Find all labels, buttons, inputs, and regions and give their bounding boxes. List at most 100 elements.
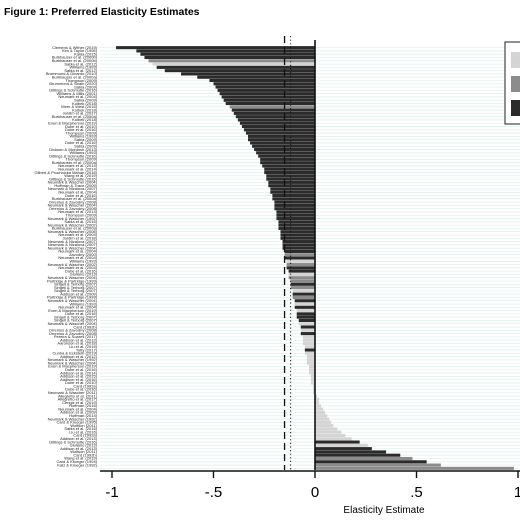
bar <box>315 424 334 428</box>
bar <box>278 223 315 227</box>
study-label: Neumark & Wascher (2008) <box>48 229 98 234</box>
study-label: Neumark et al. (2004) <box>58 249 97 254</box>
study-label: Addison et al. (2012) <box>60 354 98 359</box>
bar <box>272 194 315 198</box>
bar <box>280 230 315 234</box>
bar <box>288 272 315 276</box>
study-label: Card (1992a) <box>73 383 97 388</box>
bar <box>302 335 315 339</box>
legend-swatch <box>511 76 520 92</box>
bar <box>223 98 315 102</box>
bar <box>197 75 315 79</box>
bar <box>229 105 315 109</box>
study-label: Addison et al. (2013) <box>60 436 98 441</box>
bar <box>268 184 315 188</box>
study-label: Gittings & Schmutte (2016) <box>49 88 98 93</box>
study-label: Neumark & Wascher (2004) <box>48 360 98 365</box>
study-label: Neumark et al. (2014) <box>58 163 97 168</box>
study-label: Thompson (2009) <box>65 157 97 162</box>
bar <box>288 276 315 280</box>
bar <box>264 167 315 171</box>
study-label: Thompson (2009) <box>65 78 97 83</box>
study-label: Dube et al. (2016) <box>65 127 98 132</box>
study-label: Neumark et al. (2004) <box>58 232 97 237</box>
study-label: Jardim et al. (2017) <box>63 111 98 116</box>
bar <box>233 111 315 115</box>
bar <box>284 253 315 257</box>
bar <box>270 187 315 191</box>
bar <box>181 72 315 76</box>
bar <box>315 420 332 424</box>
bar <box>296 312 315 316</box>
study-label: Burkhauser et al. (2000a) <box>52 114 98 119</box>
bar <box>315 404 322 408</box>
x-tick-label: 0 <box>311 484 319 501</box>
bar <box>315 447 372 451</box>
bar <box>258 154 315 158</box>
study-label: Williams (1993) <box>69 65 97 70</box>
bar <box>272 197 315 201</box>
study-label: Gilbert & Prochnicka Mahan (2018) <box>35 170 98 175</box>
bar <box>304 351 315 355</box>
study-label: Totty (2017) <box>76 347 98 352</box>
bar <box>312 391 315 395</box>
bar <box>116 46 315 50</box>
bar <box>156 65 315 69</box>
study-label: Kolbek (2018) <box>72 117 98 122</box>
study-label: Burkhauser et al. (2000a) <box>52 160 98 165</box>
bar <box>315 430 342 434</box>
bar <box>315 417 330 421</box>
bar <box>315 443 368 447</box>
bar <box>300 328 315 332</box>
study-label: Addison et al. (2013) <box>60 446 98 451</box>
study-label: Katz & Krueger (1992) <box>57 462 97 467</box>
bar <box>315 460 427 464</box>
reference-lines <box>283 36 292 470</box>
study-label: Burkhauser et al. (2000b) <box>52 58 98 63</box>
bar <box>308 364 315 369</box>
bar <box>280 236 315 240</box>
bar <box>286 263 315 267</box>
study-label: Neumark & Nizalova (2007) <box>48 186 98 191</box>
bar <box>315 407 324 411</box>
study-label: Singell & Terborg (2007) <box>54 318 98 323</box>
bar <box>315 453 401 457</box>
bar <box>237 118 315 122</box>
study-label: Neumark & Wascher (2004) <box>48 298 98 303</box>
x-tick-label: -1 <box>105 484 118 501</box>
bar <box>294 299 315 303</box>
study-label: Wang et al. (2019) <box>64 173 97 178</box>
study-label: Neumark & Wascher (2004) <box>48 321 98 326</box>
bar <box>310 378 315 382</box>
bar <box>304 348 315 352</box>
study-label: Even & Macpherson (2019) <box>48 364 97 369</box>
bar <box>235 115 315 119</box>
study-label: Pereira & Soares (2017) <box>54 334 98 339</box>
study-label: Dickson & Mcintosh (2013) <box>49 147 97 152</box>
bar <box>300 325 315 329</box>
study-label: Williams (1993) <box>69 150 97 155</box>
bar <box>312 387 315 392</box>
study-label: Dube et al. (2016) <box>65 387 98 392</box>
study-label: Addison et al. (2009) <box>60 291 98 296</box>
bar <box>306 355 315 359</box>
bar <box>315 437 352 441</box>
study-label: Kolbek (2018) <box>72 107 98 112</box>
bar <box>296 309 315 313</box>
bar <box>300 332 315 336</box>
bars-group <box>116 46 514 470</box>
bar <box>315 463 441 467</box>
study-label: Kim & Taylor (1995) <box>62 48 98 53</box>
study-label: Dube et al. (2016) <box>65 268 98 273</box>
study-label: Neumark & Wascher (1992) <box>48 357 98 362</box>
study-label: Allegretto et al. (2011) <box>58 393 98 398</box>
x-tick-label: 1 <box>514 484 520 501</box>
study-label: Addison et al. (2009) <box>60 410 98 415</box>
study-label: Gittings & Schmutte (2016) <box>49 153 98 158</box>
study-label: Neumark & Wascher (2002) <box>48 222 98 227</box>
study-label: Brummund & Strain (2020) <box>49 81 97 86</box>
bar <box>315 433 346 438</box>
legend-swatch <box>511 100 520 116</box>
study-label: Singell & Terborg (2007) <box>54 288 98 293</box>
bar <box>217 88 315 92</box>
